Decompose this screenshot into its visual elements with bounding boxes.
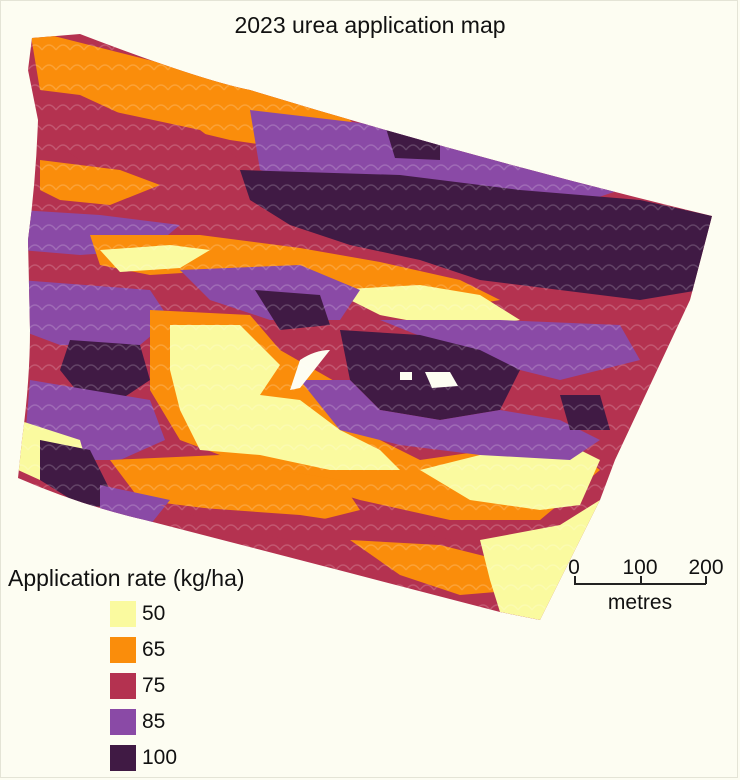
legend-label-100: 100 bbox=[142, 746, 178, 769]
scale-tick-label-0: 0 bbox=[568, 556, 580, 579]
legend-label-75: 75 bbox=[142, 674, 166, 697]
legend-swatch-50 bbox=[110, 601, 136, 627]
scale-tick-label-100: 100 bbox=[622, 556, 658, 579]
legend-label-50: 50 bbox=[142, 602, 166, 625]
scale-line bbox=[574, 583, 706, 585]
legend-label-85: 85 bbox=[142, 710, 166, 733]
legend-swatch-100 bbox=[110, 745, 136, 771]
legend-title: Application rate (kg/ha) bbox=[8, 565, 245, 591]
scale-tick-label-200: 200 bbox=[688, 556, 724, 579]
legend-label-65: 65 bbox=[142, 638, 166, 661]
scale-bar: 0 100 200 metres bbox=[564, 556, 724, 618]
scale-tick bbox=[574, 576, 576, 584]
scale-unit: metres bbox=[607, 591, 673, 614]
map-title: 2023 urea application map bbox=[234, 12, 506, 38]
legend-swatch-65 bbox=[110, 637, 136, 663]
scale-tick bbox=[640, 576, 642, 584]
legend-swatch-85 bbox=[110, 709, 136, 735]
scale-tick bbox=[705, 576, 707, 584]
legend-swatch-75 bbox=[110, 673, 136, 699]
